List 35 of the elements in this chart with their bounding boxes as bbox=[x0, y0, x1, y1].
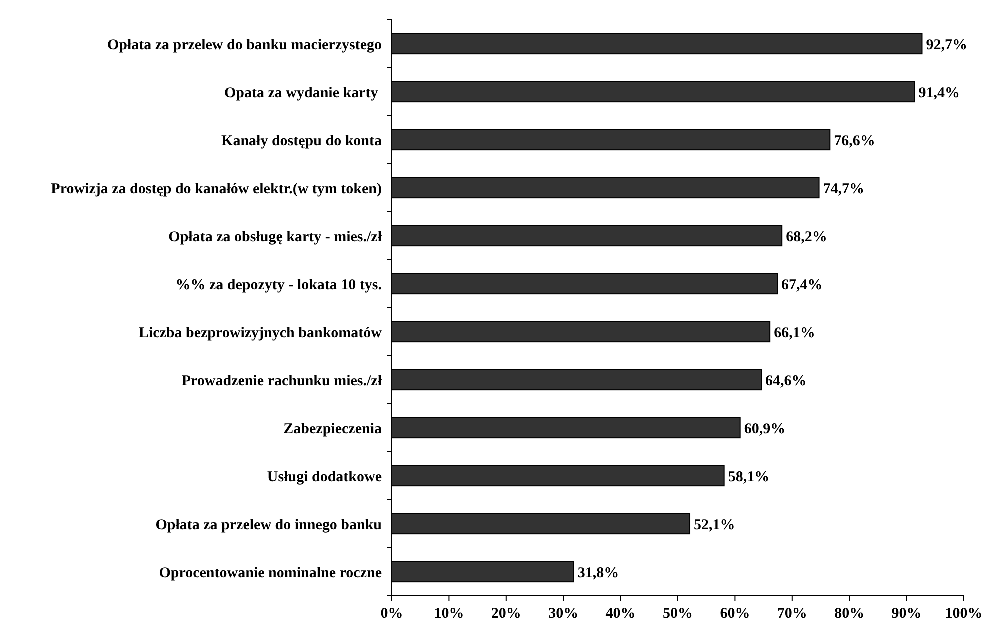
x-tick-label: 0% bbox=[380, 606, 404, 622]
x-tick-label: 40% bbox=[606, 606, 636, 622]
data-label: 60,9% bbox=[744, 421, 786, 438]
y-tick-label: Opłata za przelew do innego banku bbox=[156, 517, 382, 534]
y-tick-label: Kanały dostępu do konta bbox=[222, 133, 382, 150]
data-label: 58,1% bbox=[728, 469, 770, 486]
y-tick-label: Liczba bezprowizyjnych bankomatów bbox=[138, 325, 382, 342]
y-tick-label: Opłata za obsługę karty - mies./zł bbox=[168, 229, 383, 246]
x-tick-label: 70% bbox=[777, 606, 808, 622]
y-tick-label: %% za depozyty - lokata 10 tys. bbox=[176, 277, 382, 294]
data-label: 31,8% bbox=[578, 565, 620, 582]
data-label: 68,2% bbox=[786, 229, 828, 246]
x-tick-label: 60% bbox=[720, 606, 750, 622]
x-tick-label: 10% bbox=[434, 606, 464, 622]
data-label: 67,4% bbox=[782, 277, 823, 294]
y-tick-label: Prowadzenie rachunku mies./zł bbox=[182, 373, 383, 390]
y-tick-label: Usługi dodatkowe bbox=[267, 469, 382, 486]
data-label: 91,4% bbox=[918, 85, 960, 102]
data-label: 64,6% bbox=[766, 373, 807, 390]
data-label: 74,7% bbox=[823, 181, 865, 198]
x-tick-label: 30% bbox=[548, 606, 579, 622]
x-tick-label: 20% bbox=[491, 606, 522, 622]
data-label: 92,7% bbox=[926, 37, 968, 54]
y-tick-label: Opata za wydanie karty bbox=[224, 85, 382, 102]
x-tick-label: 50% bbox=[663, 606, 693, 622]
y-tick-label: Zabezpieczenia bbox=[284, 421, 382, 438]
y-tick-label: Prowizja za dostęp do kanałów elektr.(w tym token) bbox=[51, 181, 382, 198]
y-tick-label: Opłata za przelew do banku macierzystego bbox=[107, 37, 382, 54]
data-label: 76,6% bbox=[834, 133, 876, 150]
x-tick-label: 80% bbox=[834, 606, 865, 622]
data-label: 52,1% bbox=[694, 517, 736, 534]
x-tick-label: 100% bbox=[945, 606, 983, 622]
data-label: 66,1% bbox=[774, 325, 816, 342]
x-tick-label: 90% bbox=[892, 606, 922, 622]
y-tick-label: Oprocentowanie nominalne roczne bbox=[159, 565, 382, 582]
